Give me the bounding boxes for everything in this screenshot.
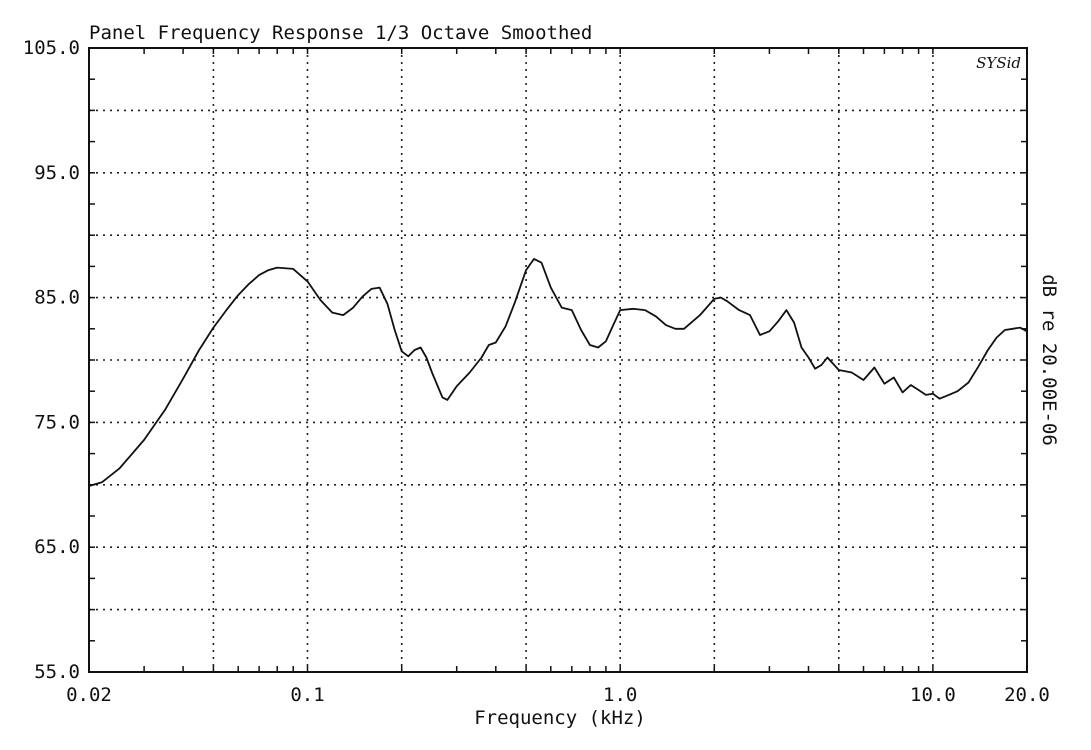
x-tick-labels: 0.02 0.1 1.0 10.0 20.0 — [66, 684, 1050, 706]
x-tick-label-3: 10.0 — [910, 684, 956, 706]
x-tick-label-2: 1.0 — [603, 684, 637, 706]
series-line-panel-response — [88, 258, 1028, 487]
x-axis-title: Frequency (kHz) — [474, 707, 646, 729]
x-tick-label-1: 0.1 — [290, 684, 324, 706]
chart-title: Panel Frequency Response 1/3 Octave Smoo… — [89, 22, 592, 44]
y-tick-label-2: 85.0 — [34, 287, 80, 309]
y-tick-label-0: 105.0 — [23, 37, 80, 59]
x-tick-label-4: 20.0 — [1004, 684, 1050, 706]
sysid-logo: SYSid — [976, 54, 1021, 72]
y-tick-label-1: 95.0 — [34, 162, 80, 184]
axis-ticks — [88, 47, 1028, 673]
y-tick-labels: 105.0 95.0 85.0 75.0 65.0 55.0 — [23, 37, 80, 683]
grid — [89, 48, 1027, 672]
x-tick-label-0: 0.02 — [66, 684, 112, 706]
y-tick-label-5: 55.0 — [34, 661, 80, 683]
y-tick-label-4: 65.0 — [34, 536, 80, 558]
y-axis-title: dB re 20.00E-06 — [1038, 274, 1060, 446]
y-tick-label-3: 75.0 — [34, 411, 80, 433]
